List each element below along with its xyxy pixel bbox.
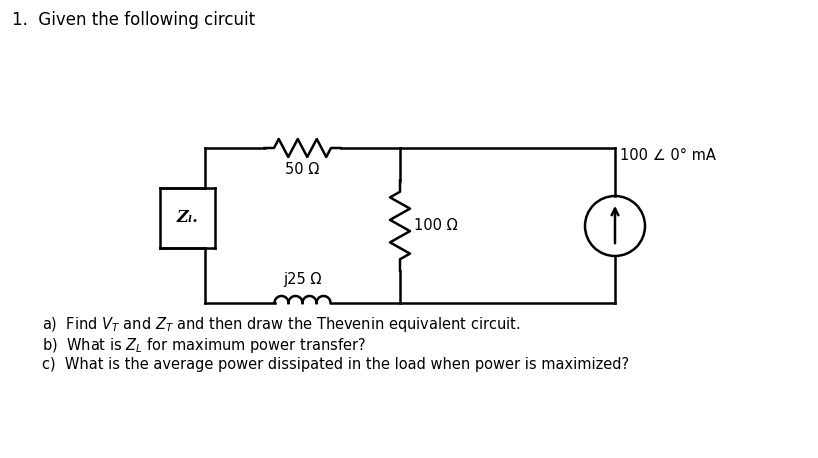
- Text: b)  What is $Z_L$ for maximum power transfer?: b) What is $Z_L$ for maximum power trans…: [42, 336, 366, 355]
- Text: Zₗ.: Zₗ.: [177, 209, 199, 227]
- Text: 1.  Given the following circuit: 1. Given the following circuit: [12, 11, 255, 29]
- Text: 50 Ω: 50 Ω: [285, 162, 320, 177]
- Text: 100 ∠ 0° mA: 100 ∠ 0° mA: [620, 148, 716, 164]
- Text: a)  Find $V_T$ and $Z_T$ and then draw the Thevenin equivalent circuit.: a) Find $V_T$ and $Z_T$ and then draw th…: [42, 315, 520, 334]
- Text: j25 Ω: j25 Ω: [283, 272, 321, 287]
- Text: c)  What is the average power dissipated in the load when power is maximized?: c) What is the average power dissipated …: [42, 357, 629, 372]
- Text: 100 Ω: 100 Ω: [414, 218, 457, 233]
